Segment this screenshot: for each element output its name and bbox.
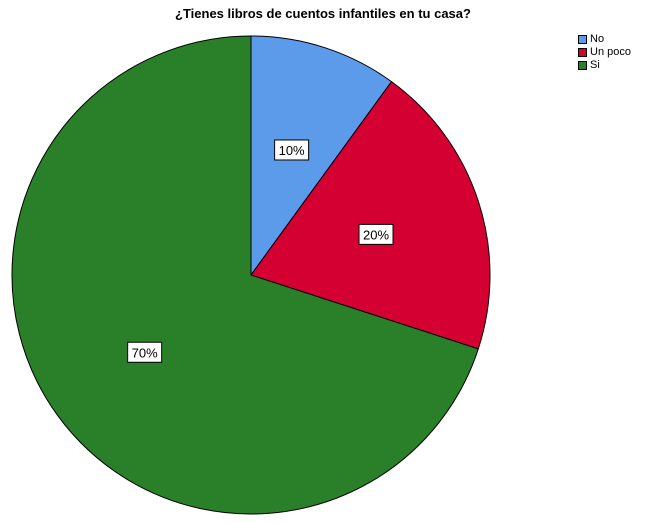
pie-slice-si [11,35,479,515]
slice-label-si: 70% [127,341,163,363]
legend-label: Si [590,59,600,71]
legend-swatch [578,48,587,57]
legend-swatch [578,61,587,70]
legend-item-no: No [578,33,631,46]
pie-slice-no [250,35,393,277]
chart-title: ¿Tienes libros de cuentos infantiles en … [175,6,471,21]
pie-slice-un-poco [250,80,491,350]
legend-label: Un poco [590,46,631,58]
svg-text:20%: 20% [363,227,389,242]
legend-item-un-poco: Un poco [578,46,631,59]
slice-label-un-poco: 20% [358,223,394,245]
svg-text:70%: 70% [132,345,158,360]
slice-label-no: 10% [274,139,310,161]
legend-swatch [578,35,587,44]
legend-item-si: Si [578,59,631,72]
chart-legend: No Un poco Si [578,33,631,72]
legend-label: No [590,33,605,45]
svg-text:10%: 10% [279,143,305,158]
